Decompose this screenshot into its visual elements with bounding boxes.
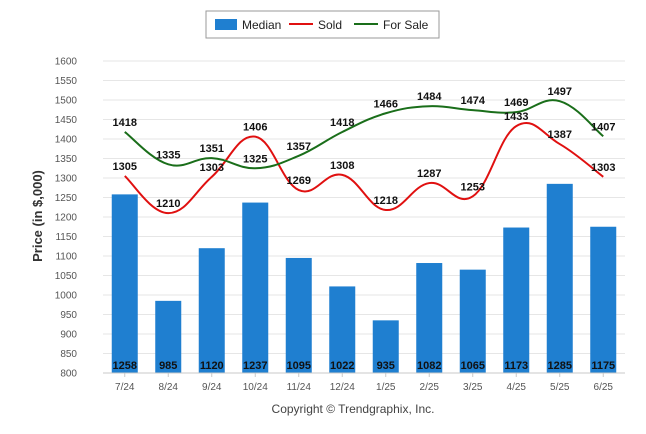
median-bar-6/25: [590, 226, 617, 373]
x-tick-label-3/25: 3/25: [463, 382, 483, 393]
for-sale-value-label-1/25: 1466: [374, 98, 398, 110]
legend-label-median: Median: [242, 18, 281, 32]
x-tick-label-4/25: 4/25: [507, 382, 527, 393]
legend: Median Sold For Sale: [205, 10, 440, 39]
x-tick-label-2/25: 2/25: [420, 382, 440, 393]
for-sale-value-label-6/25: 1407: [591, 121, 615, 133]
median-value-label-5/25: 1285: [548, 360, 572, 372]
sold-value-label-7/24: 1305: [113, 161, 137, 173]
y-tick-label-1300: 1300: [55, 174, 78, 185]
y-tick-label-1550: 1550: [55, 76, 78, 87]
sold-value-label-6/25: 1303: [591, 162, 615, 174]
median-bar-10/24: [242, 202, 269, 373]
x-axis-ticks: 7/24 8/24 9/24 10/24 11/24 12/24 1/25 2/25 3/25 4…: [115, 373, 613, 393]
y-tick-label-1100: 1100: [55, 252, 77, 263]
for-sale-value-label-7/24: 1418: [113, 117, 137, 129]
y-tick-label-850: 850: [60, 349, 77, 360]
legend-swatch-median: [215, 19, 237, 30]
x-tick-label-9/24: 9/24: [202, 382, 222, 393]
y-tick-label-800: 800: [60, 369, 77, 380]
sold-value-label-10/24: 1406: [243, 122, 267, 134]
median-value-label-3/25: 1065: [461, 360, 485, 372]
legend-frame: [205, 10, 440, 39]
trend-lines: [124, 99, 604, 215]
for-sale-value-label-9/24: 1351: [200, 143, 224, 155]
median-bar-1/25: [372, 320, 399, 373]
median-bar-8/24: [155, 300, 182, 373]
sold-value-label-3/25: 1253: [461, 181, 485, 193]
y-tick-label-1400: 1400: [55, 135, 78, 146]
y-tick-label-1050: 1050: [55, 271, 78, 282]
data-labels: 1258 985 1120 1237 1095 1022 935 1082 1065 1173 12…: [113, 86, 616, 372]
median-bar-11/24: [285, 257, 312, 373]
median-value-label-9/24: 1120: [200, 360, 224, 372]
median-bar-4/25: [503, 227, 530, 373]
for-sale-line: [124, 99, 604, 170]
y-axis-title: Price (in $,000): [30, 170, 45, 262]
x-tick-label-7/24: 7/24: [115, 382, 135, 393]
y-tick-label-1450: 1450: [55, 115, 78, 126]
for-sale-value-label-11/24: 1357: [287, 141, 311, 153]
sold-value-label-5/25: 1387: [548, 129, 572, 141]
sold-value-label-2/25: 1287: [417, 168, 441, 180]
x-tick-label-11/24: 11/24: [287, 382, 312, 393]
for-sale-value-label-12/24: 1418: [330, 117, 354, 129]
median-value-label-6/25: 1175: [591, 360, 615, 372]
median-value-label-10/24: 1237: [243, 360, 267, 372]
y-tick-label-1000: 1000: [55, 291, 78, 302]
copyright-text: Copyright © Trendgraphix, Inc.: [272, 402, 435, 416]
for-sale-value-label-5/25: 1497: [548, 86, 572, 98]
x-tick-label-10/24: 10/24: [243, 382, 268, 393]
grid-lines: [103, 60, 625, 354]
sold-value-label-4/25: 1433: [504, 111, 528, 123]
for-sale-value-label-8/24: 1335: [156, 149, 180, 161]
sold-value-label-11/24: 1269: [287, 175, 311, 187]
legend-label-for-sale: For Sale: [383, 18, 429, 32]
for-sale-value-label-10/24: 1325: [243, 153, 267, 165]
x-tick-label-1/25: 1/25: [376, 382, 396, 393]
median-bar-7/24: [111, 194, 138, 373]
y-tick-label-1250: 1250: [55, 193, 78, 204]
median-bar-12/24: [329, 286, 356, 373]
median-value-label-7/24: 1258: [113, 360, 137, 372]
x-tick-label-6/25: 6/25: [594, 382, 614, 393]
x-tick-label-5/25: 5/25: [550, 382, 570, 393]
y-tick-label-900: 900: [60, 330, 77, 341]
for-sale-value-label-3/25: 1474: [461, 95, 486, 107]
sold-value-label-8/24: 1210: [156, 198, 180, 210]
for-sale-value-label-2/25: 1484: [417, 91, 442, 103]
median-bar-3/25: [459, 269, 486, 373]
median-value-label-4/25: 1173: [504, 360, 528, 372]
sold-value-label-1/25: 1218: [374, 195, 398, 207]
median-value-label-2/25: 1082: [417, 360, 441, 372]
median-bar-2/25: [416, 263, 443, 373]
median-bar-5/25: [546, 183, 573, 373]
legend-label-sold: Sold: [318, 18, 342, 32]
y-tick-label-1200: 1200: [55, 213, 78, 224]
y-tick-label-1150: 1150: [55, 232, 77, 243]
median-bar-9/24: [198, 248, 225, 373]
median-value-label-8/24: 985: [159, 360, 177, 372]
y-axis-ticks: 800 850 900 950 1000 1050 1100 1150 1200 1250 1300…: [55, 57, 78, 380]
y-tick-label-1600: 1600: [55, 57, 78, 68]
y-tick-label-950: 950: [60, 310, 77, 321]
median-value-label-1/25: 935: [377, 360, 395, 372]
for-sale-value-label-4/25: 1469: [504, 97, 528, 109]
sold-value-label-12/24: 1308: [330, 160, 354, 172]
y-tick-label-1500: 1500: [55, 96, 78, 107]
sold-line: [124, 122, 604, 215]
median-value-label-12/24: 1022: [330, 360, 354, 372]
y-tick-label-1350: 1350: [55, 154, 78, 165]
median-bars: [111, 183, 617, 373]
x-tick-label-12/24: 12/24: [330, 382, 355, 393]
x-tick-label-8/24: 8/24: [159, 382, 179, 393]
sold-value-label-9/24: 1303: [200, 162, 224, 174]
median-value-label-11/24: 1095: [287, 360, 311, 372]
